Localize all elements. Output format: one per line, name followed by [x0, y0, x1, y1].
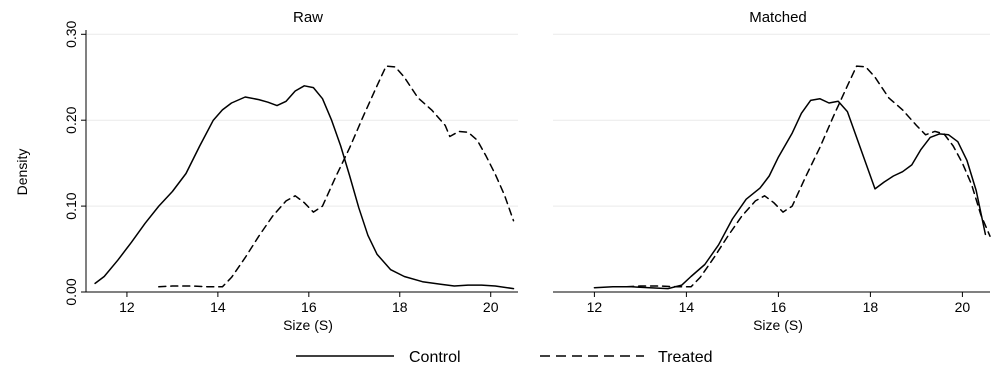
series-group-matched — [593, 65, 991, 290]
x-tick-label: 20 — [955, 299, 971, 315]
x-tick-label: 14 — [679, 299, 695, 315]
x-axis-label-raw: Size (S) — [283, 317, 333, 333]
series-line-treated-matched — [625, 65, 991, 288]
legend-treated-label: Treated — [658, 349, 713, 366]
x-tick-label: 14 — [210, 299, 226, 315]
x-tick-label: 12 — [119, 299, 135, 315]
x-tick-label: 20 — [483, 299, 499, 315]
series-line-treated-raw — [158, 65, 515, 288]
y-tick-label: 0.30 — [63, 20, 79, 47]
y-tick-label: 0.10 — [63, 192, 79, 219]
series-line-control-raw — [94, 85, 515, 290]
series-line-control-matched — [593, 97, 987, 290]
x-axis-label-matched: Size (S) — [753, 317, 803, 333]
y-tick-label: 0.20 — [63, 106, 79, 133]
panel-matched: Matched 12 14 16 18 20 Size (S) — [553, 9, 991, 333]
panel-title-raw: Raw — [293, 9, 323, 26]
legend-control-label: Control — [409, 349, 461, 366]
legend: Control Treated — [296, 349, 713, 366]
y-tick-label: 0.00 — [63, 278, 79, 305]
series-group-raw — [94, 65, 515, 290]
y-axis-label: Density — [14, 149, 30, 196]
x-tick-label: 12 — [587, 299, 603, 315]
grid-matched — [553, 33, 990, 207]
x-tick-label: 16 — [771, 299, 787, 315]
grid-raw — [86, 33, 518, 207]
x-tick-label: 18 — [392, 299, 408, 315]
panel-raw: Raw 12 14 16 18 20 0.00 0.10 0.20 0.30 Size (S) — [63, 9, 518, 333]
x-tick-label: 18 — [863, 299, 879, 315]
axes-raw: 12 14 16 18 20 0.00 0.10 0.20 0.30 — [63, 20, 518, 315]
axes-matched: 12 14 16 18 20 — [553, 291, 990, 315]
x-tick-label: 16 — [301, 299, 317, 315]
panel-title-matched: Matched — [749, 9, 807, 26]
